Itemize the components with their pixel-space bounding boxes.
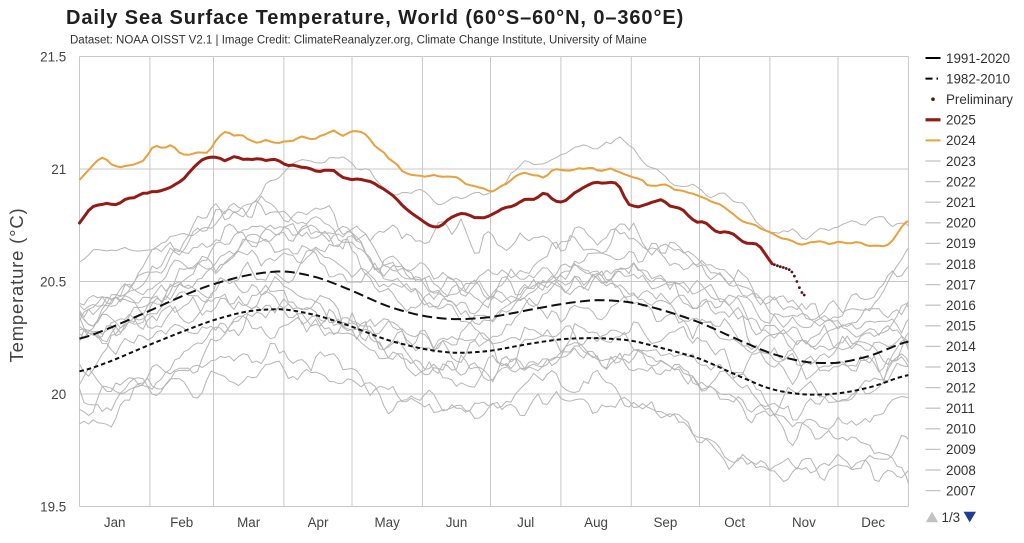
svg-text:1982-2010: 1982-2010	[946, 71, 1010, 86]
svg-text:1991-2020: 1991-2020	[946, 51, 1010, 66]
svg-text:2014: 2014	[946, 339, 976, 354]
svg-text:20.5: 20.5	[40, 274, 66, 289]
svg-text:1/3: 1/3	[942, 510, 961, 525]
svg-text:2013: 2013	[946, 360, 976, 375]
svg-text:Nov: Nov	[792, 515, 816, 530]
svg-text:May: May	[375, 515, 401, 530]
svg-text:2009: 2009	[946, 442, 976, 457]
svg-text:21: 21	[51, 162, 66, 177]
svg-text:2017: 2017	[946, 277, 976, 292]
svg-text:2011: 2011	[946, 401, 975, 416]
svg-text:2023: 2023	[946, 154, 976, 169]
svg-text:2021: 2021	[946, 195, 976, 210]
svg-text:Dataset: NOAA OISST V2.1 | Ima: Dataset: NOAA OISST V2.1 | Image Credit:…	[70, 35, 647, 47]
svg-text:2024: 2024	[946, 133, 976, 148]
svg-text:Temperature (°C): Temperature (°C)	[6, 208, 27, 363]
svg-text:Daily Sea Surface Temperature,: Daily Sea Surface Temperature, World (60…	[66, 7, 684, 29]
svg-text:Oct: Oct	[724, 515, 745, 530]
svg-text:2015: 2015	[946, 319, 976, 334]
svg-text:Jul: Jul	[517, 515, 534, 530]
svg-text:2007: 2007	[946, 483, 976, 498]
svg-text:Jan: Jan	[104, 515, 126, 530]
svg-text:Jun: Jun	[446, 515, 468, 530]
svg-text:2022: 2022	[946, 174, 976, 189]
svg-text:2016: 2016	[946, 298, 976, 313]
svg-text:2010: 2010	[946, 422, 976, 437]
svg-text:Dec: Dec	[861, 515, 885, 530]
svg-text:2012: 2012	[946, 380, 976, 395]
svg-text:Sep: Sep	[653, 515, 677, 530]
svg-text:Feb: Feb	[170, 515, 193, 530]
svg-text:20: 20	[51, 387, 66, 402]
svg-text:2019: 2019	[946, 236, 976, 251]
svg-text:Mar: Mar	[237, 515, 261, 530]
svg-text:2020: 2020	[946, 216, 976, 231]
svg-text:2018: 2018	[946, 257, 976, 272]
svg-text:Preliminary: Preliminary	[946, 92, 1013, 107]
svg-text:21.5: 21.5	[40, 49, 66, 64]
svg-text:2008: 2008	[946, 463, 976, 478]
svg-text:19.5: 19.5	[40, 499, 66, 514]
svg-text:Apr: Apr	[308, 515, 329, 530]
svg-text:2025: 2025	[946, 113, 976, 128]
svg-text:Aug: Aug	[584, 515, 608, 530]
